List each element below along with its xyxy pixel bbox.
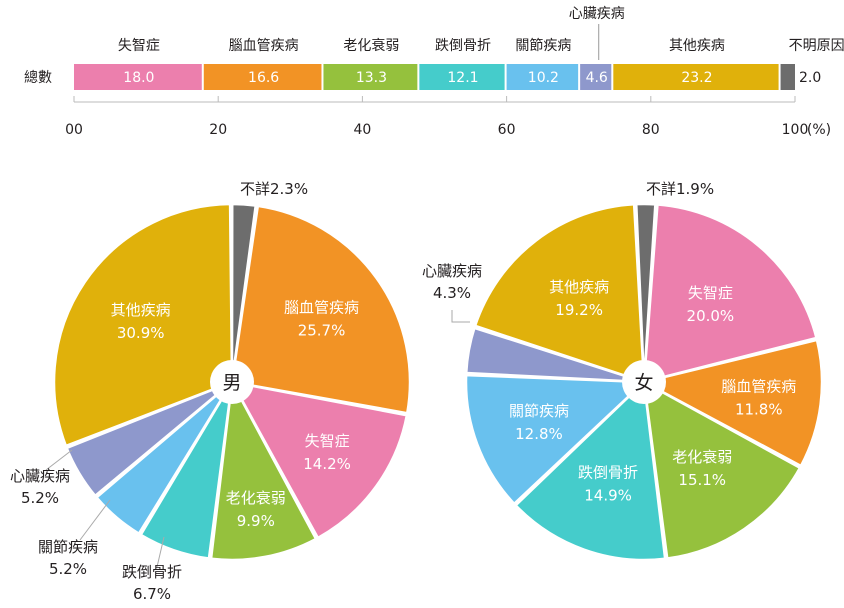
pie-slice-label-4: 跌倒骨折 xyxy=(578,464,638,482)
bar-segment-3 xyxy=(323,64,418,90)
pie-slice-2 xyxy=(642,338,824,468)
bar-value-label-4: 12.1 xyxy=(447,70,478,86)
pie-slice-label-7: 其他疾病 xyxy=(549,278,609,296)
bar-segment-5 xyxy=(506,64,579,90)
bar-segment-1 xyxy=(74,64,202,90)
x-axis-unit: (%) xyxy=(807,122,831,138)
bar-value-label-1: 18.0 xyxy=(123,70,154,86)
pie-slice-2 xyxy=(230,380,409,540)
pie-slice-7 xyxy=(52,202,234,448)
pie-slice-label-2: 失智症 xyxy=(305,432,350,450)
pie-slice-value-1: 20.0% xyxy=(687,307,735,325)
pie-leader-line-4 xyxy=(156,536,165,568)
pie-slice-value-5: 12.8% xyxy=(515,425,563,443)
pie-slice-value-1: 25.7% xyxy=(298,321,346,339)
pie-slice-label-1: 腦血管疾病 xyxy=(284,298,359,316)
bar-value-label-7: 23.2 xyxy=(681,70,712,86)
x-tick-label: 80 xyxy=(642,122,660,138)
pie-slice-label-3: 老化衰弱 xyxy=(226,489,286,507)
pie-slice-label-5: 關節疾病 xyxy=(509,402,569,420)
pie-center-label: 男 xyxy=(222,372,241,394)
bar-series-label-5: 關節疾病 xyxy=(515,37,571,54)
pie-slice-label-6: 心臟疾病 xyxy=(10,467,70,485)
pie-slice-label-4: 跌倒骨折 xyxy=(122,563,182,581)
bar-value-label-3: 13.3 xyxy=(356,70,387,86)
pie-slice-value-5: 5.2% xyxy=(49,560,87,578)
pie-slice-label-7: 其他疾病 xyxy=(111,301,171,319)
pie-center-hole xyxy=(622,360,666,404)
pie-slice-5 xyxy=(95,380,234,535)
pie-slice-label-5: 關節疾病 xyxy=(38,538,98,556)
bar-value-label-8: 2.0 xyxy=(799,70,821,86)
x-tick-label: 40 xyxy=(353,122,371,138)
stacked-bar: 總數 18.0 失智症 16.6 腦血管疾病 13.3 老化衰弱 12.1 跌倒骨折 10.2 關節… xyxy=(24,6,844,138)
pie-slice-value-4: 14.9% xyxy=(584,487,632,505)
pie-slice-8 xyxy=(635,202,657,384)
pie-slice-label-6: 心臟疾病 xyxy=(422,262,482,280)
pie-slice-4 xyxy=(514,380,667,562)
x-tick-label: 20 xyxy=(209,122,227,138)
pie-slice-value-2: 11.8% xyxy=(735,401,783,419)
bar-segment-4 xyxy=(419,64,505,90)
x-tick-label: 60 xyxy=(498,122,516,138)
bar-series-label-2: 腦血管疾病 xyxy=(229,38,299,54)
bar-value-label-6: 4.6 xyxy=(586,70,608,86)
pie-leader-line-5 xyxy=(79,499,111,541)
pie-slice-value-7: 30.9% xyxy=(117,324,165,342)
bar-category-label: 總數 xyxy=(24,69,52,86)
pie-slice-value-2: 14.2% xyxy=(303,455,351,473)
pie-center-hole xyxy=(210,360,254,404)
pie-slice-value-4: 6.7% xyxy=(133,585,171,603)
pie-leader-line-6 xyxy=(45,449,73,471)
pie-slice-label-8: 不詳2.3% xyxy=(240,180,308,198)
pie-slice-1 xyxy=(642,203,818,384)
bar-series-label-4: 跌倒骨折 xyxy=(435,38,491,54)
bar-segment-6 xyxy=(580,64,612,90)
bar-segment-7 xyxy=(613,64,779,90)
pie-slice-value-6: 5.2% xyxy=(21,489,59,507)
bar-series-label-8: 不明原因 xyxy=(789,38,844,54)
bar-series-label-3: 老化衰弱 xyxy=(343,37,399,54)
pie-slice-3 xyxy=(209,380,318,562)
pie-female: 失智症 20.0% 腦血管疾病 11.8% 老化衰弱 15.1% 跌倒骨折 14.9% 關節疾病… xyxy=(422,180,824,562)
pie-center-label: 女 xyxy=(634,372,653,394)
pie-slice-1 xyxy=(230,204,412,415)
pie-slice-label-8: 不詳1.9% xyxy=(646,180,714,198)
bar-segment-2 xyxy=(203,64,322,90)
bar-series-label-7: 其他疾病 xyxy=(669,38,725,54)
pie-slice-label-3: 老化衰弱 xyxy=(672,448,732,466)
pie-leader-line-6 xyxy=(451,310,470,323)
pie-slice-value-3: 9.9% xyxy=(237,512,275,530)
bar-value-label-5: 10.2 xyxy=(528,70,559,86)
pie-slice-label-2: 腦血管疾病 xyxy=(721,378,796,396)
pie-slice-7 xyxy=(473,203,646,384)
pie-slice-8 xyxy=(230,202,257,384)
x-tick-label: 00 xyxy=(65,122,83,138)
pie-slice-5 xyxy=(464,373,646,506)
pie-slice-value-3: 15.1% xyxy=(678,471,726,489)
x-tick-label: 100 xyxy=(782,122,809,138)
bar-value-label-2: 16.6 xyxy=(248,70,279,86)
bar-segment-8 xyxy=(780,64,795,90)
pie-slice-3 xyxy=(642,380,802,560)
bar-series-label-6: 心臟疾病 xyxy=(569,6,625,22)
pie-slice-label-1: 失智症 xyxy=(688,284,733,302)
pie-male: 腦血管疾病 25.7% 失智症 14.2% 老化衰弱 9.9% 跌倒骨折 6.7% 關節疾病 5.… xyxy=(10,180,412,603)
pie-slice-6 xyxy=(65,380,234,498)
pie-slice-value-7: 19.2% xyxy=(555,301,603,319)
pie-slice-4 xyxy=(139,380,234,560)
pie-slice-value-6: 4.3% xyxy=(433,284,471,302)
bar-series-label-1: 失智症 xyxy=(118,38,160,54)
